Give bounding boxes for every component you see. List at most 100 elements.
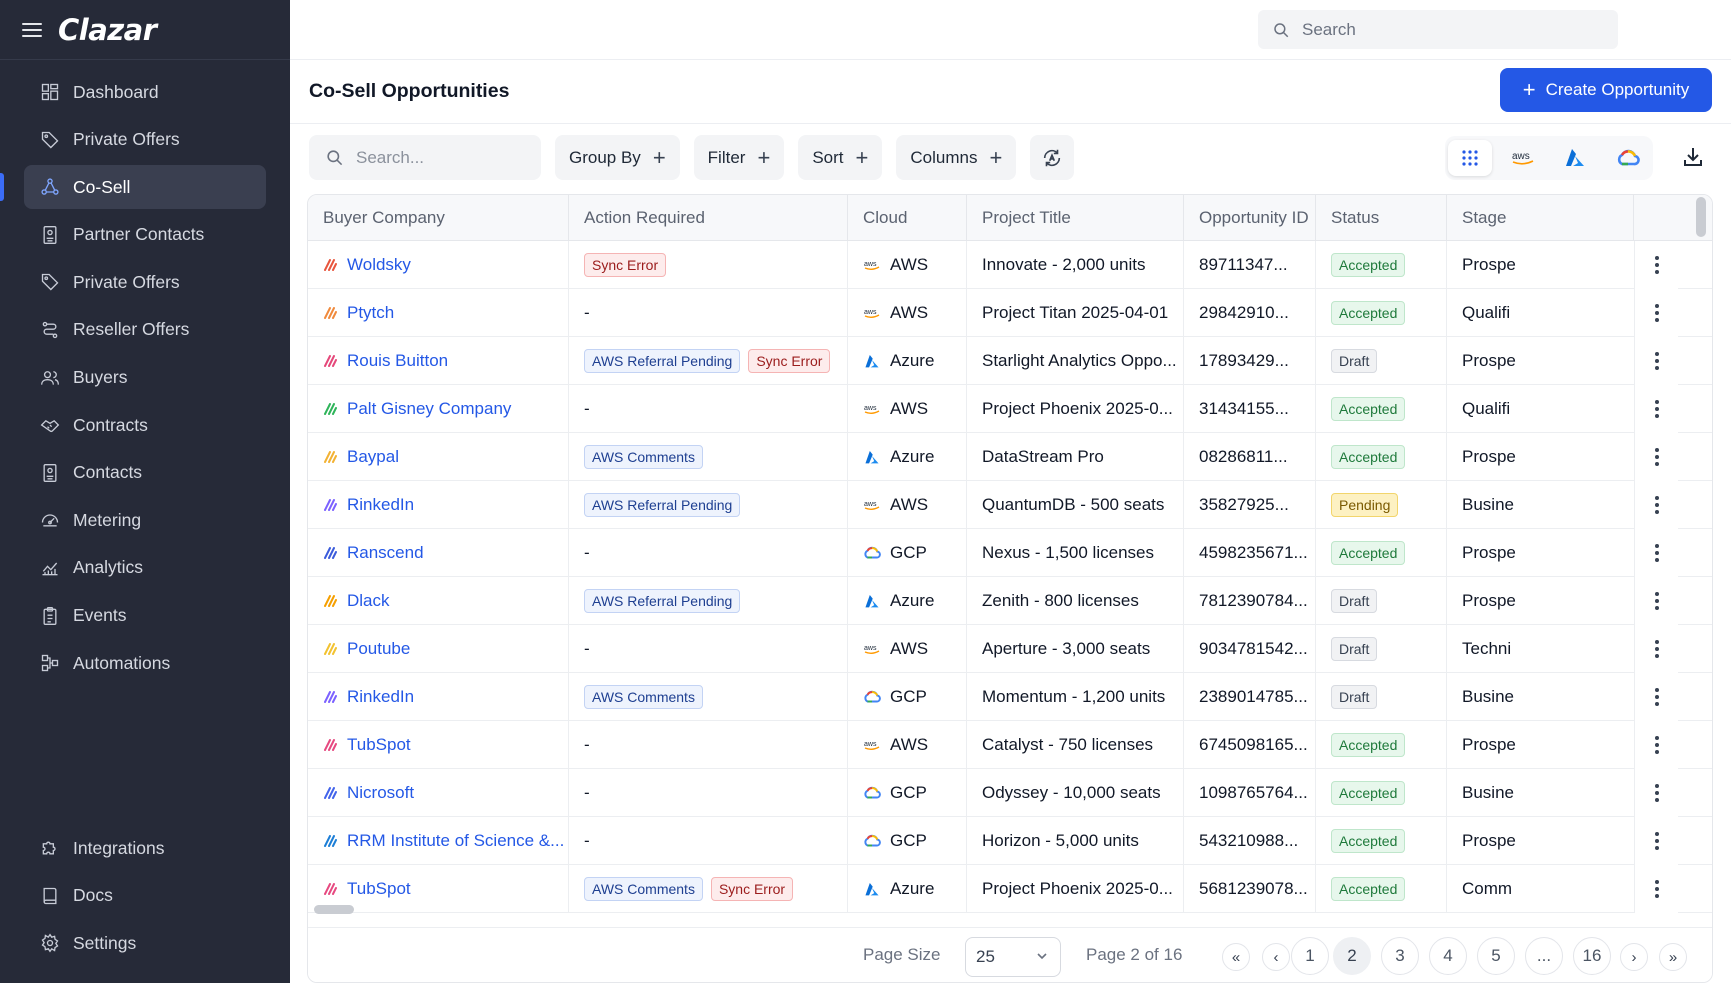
sidebar-item-integrations[interactable]: Integrations (24, 826, 266, 870)
row-menu-button[interactable] (1634, 433, 1678, 481)
prev-page-button[interactable]: ‹ (1262, 943, 1290, 971)
row-menu-button[interactable] (1634, 481, 1678, 529)
page-button[interactable]: 4 (1429, 937, 1467, 975)
page-button[interactable]: 1 (1291, 937, 1329, 975)
sidebar-item-co-sell[interactable]: Co-Sell (0, 165, 266, 210)
row-menu-button[interactable] (1634, 385, 1678, 433)
sidebar-item-buyers[interactable]: Buyers (24, 356, 266, 400)
table-row[interactable]: Ptytch - aws AWS Project Titan 2025-04-01 298… (308, 289, 1712, 337)
column-header-opportunity-id[interactable]: Opportunity ID (1184, 195, 1316, 241)
buyer-company-link[interactable]: Nicrosoft (347, 783, 415, 802)
column-header-action-required[interactable]: Action Required (569, 195, 848, 241)
table-row[interactable]: Nicrosoft - GCP Odyssey - 10,000 seats 10987… (308, 769, 1712, 817)
row-menu-button[interactable] (1634, 721, 1678, 769)
table-search-input[interactable] (356, 147, 536, 168)
buyer-company-link[interactable]: Rouis Buitton (347, 351, 449, 370)
sidebar-item-contacts[interactable]: Contacts (24, 451, 266, 495)
sidebar-item-dashboard[interactable]: Dashboard (24, 70, 266, 114)
table-row[interactable]: Ranscend - GCP Nexus - 1,500 licenses 459823… (308, 529, 1712, 577)
row-menu-button[interactable] (1634, 577, 1678, 625)
action-tag[interactable]: AWS Comments (584, 444, 703, 470)
page-button[interactable]: 2 (1333, 937, 1371, 975)
sidebar-item-settings[interactable]: Settings (24, 921, 266, 965)
download-button[interactable] (1681, 145, 1705, 169)
table-row[interactable]: Baypal AWS Comments Azure DataStream Pro 082… (308, 433, 1712, 481)
vertical-scrollbar[interactable] (1696, 197, 1706, 237)
horizontal-scrollbar[interactable] (314, 905, 354, 914)
buyer-company-link[interactable]: TubSpot (347, 735, 411, 754)
sidebar-item-events[interactable]: Events (24, 594, 266, 638)
row-menu-button[interactable] (1634, 529, 1678, 577)
global-search-input[interactable] (1302, 19, 1592, 40)
sidebar-item-docs[interactable]: Docs (24, 874, 266, 918)
sort-button[interactable]: Sort + (798, 135, 883, 180)
row-menu-button[interactable] (1634, 673, 1678, 721)
sidebar-item-private-offers[interactable]: Private Offers (24, 260, 266, 304)
buyer-company-link[interactable]: Palt Gisney Company (347, 399, 512, 418)
row-menu-button[interactable] (1634, 625, 1678, 673)
row-menu-button[interactable] (1634, 241, 1678, 289)
next-page-button[interactable]: › (1620, 943, 1648, 971)
action-tag[interactable]: Sync Error (584, 252, 667, 278)
column-header-buyer-company[interactable]: Buyer Company (308, 195, 569, 241)
buyer-company-link[interactable]: Poutube (347, 639, 411, 658)
sidebar-item-partner-contacts[interactable]: Partner Contacts (24, 213, 266, 257)
page-button[interactable]: 5 (1477, 937, 1515, 975)
create-opportunity-button[interactable]: + Create Opportunity (1500, 68, 1712, 112)
sidebar-item-contracts[interactable]: Contracts (24, 403, 266, 447)
column-header-project-title[interactable]: Project Title (967, 195, 1184, 241)
cloud-gcp-toggle[interactable] (1606, 140, 1650, 176)
sidebar-item-analytics[interactable]: Analytics (24, 546, 266, 590)
auto-refresh-button[interactable] (1030, 135, 1075, 180)
action-tag[interactable]: AWS Referral Pending (584, 348, 741, 374)
action-tag[interactable]: AWS Referral Pending (584, 492, 741, 518)
page-button[interactable]: 3 (1381, 937, 1419, 975)
buyer-company-link[interactable]: Woldsky (347, 255, 411, 274)
last-page-button[interactable]: » (1659, 943, 1687, 971)
page-ellipsis[interactable]: ... (1525, 937, 1563, 975)
filter-button[interactable]: Filter + (693, 135, 785, 180)
table-row[interactable]: Woldsky Sync Error aws AWS Innovate - 2,000 … (308, 241, 1712, 289)
cloud-all-toggle[interactable] (1448, 140, 1492, 176)
sidebar-item-private-offers[interactable]: Private Offers (24, 118, 266, 162)
row-menu-button[interactable] (1634, 337, 1678, 385)
buyer-company-link[interactable]: Ranscend (347, 543, 424, 562)
menu-icon[interactable] (22, 22, 42, 37)
buyer-company-link[interactable]: TubSpot (347, 879, 411, 898)
buyer-company-link[interactable]: RinkedIn (347, 687, 415, 706)
group-by-button[interactable]: Group By + (555, 135, 680, 180)
cloud-aws-toggle[interactable]: aws (1501, 140, 1545, 176)
columns-button[interactable]: Columns + (896, 135, 1017, 180)
row-menu-button[interactable] (1634, 289, 1678, 337)
row-menu-button[interactable] (1634, 817, 1678, 865)
app-logo[interactable]: Clazar (58, 12, 157, 47)
action-tag[interactable]: Sync Error (748, 348, 831, 374)
table-row[interactable]: RRM Institute of Science &... - GCP Horizon… (308, 817, 1712, 865)
table-row[interactable]: TubSpot AWS Comments Sync Error Azure Projec… (308, 865, 1712, 913)
action-tag[interactable]: AWS Referral Pending (584, 588, 741, 614)
table-row[interactable]: Rouis Buitton AWS Referral Pending Sync Er… (308, 337, 1712, 385)
row-menu-button[interactable] (1634, 769, 1678, 817)
table-row[interactable]: Dlack AWS Referral Pending Azure Zenith - 8… (308, 577, 1712, 625)
page-button[interactable]: 16 (1573, 937, 1611, 975)
buyer-company-link[interactable]: Dlack (347, 591, 390, 610)
buyer-company-link[interactable]: Ptytch (347, 303, 395, 322)
table-row[interactable]: TubSpot - aws AWS Catalyst - 750 licenses 674… (308, 721, 1712, 769)
action-tag[interactable]: AWS Comments (584, 684, 703, 710)
column-header-status[interactable]: Status (1316, 195, 1447, 241)
table-row[interactable]: Poutube - aws AWS Aperture - 3,000 seats 9034… (308, 625, 1712, 673)
column-header-cloud[interactable]: Cloud (848, 195, 967, 241)
action-tag[interactable]: Sync Error (710, 876, 794, 902)
table-row[interactable]: RinkedIn AWS Comments GCP Momentum - 1,200 … (308, 673, 1712, 721)
sidebar-item-metering[interactable]: Metering (24, 498, 266, 542)
first-page-button[interactable]: « (1222, 943, 1250, 971)
buyer-company-link[interactable]: Baypal (347, 447, 399, 466)
cloud-azure-toggle[interactable] (1554, 140, 1598, 176)
buyer-company-link[interactable]: RRM Institute of Science &... (347, 831, 565, 850)
global-search[interactable] (1258, 10, 1618, 49)
row-menu-button[interactable] (1634, 865, 1678, 913)
column-header-stage[interactable]: Stage (1447, 195, 1634, 241)
sidebar-item-reseller-offers[interactable]: Reseller Offers (24, 308, 266, 352)
page-size-select[interactable]: 25 (965, 937, 1061, 977)
table-search[interactable] (309, 135, 541, 180)
